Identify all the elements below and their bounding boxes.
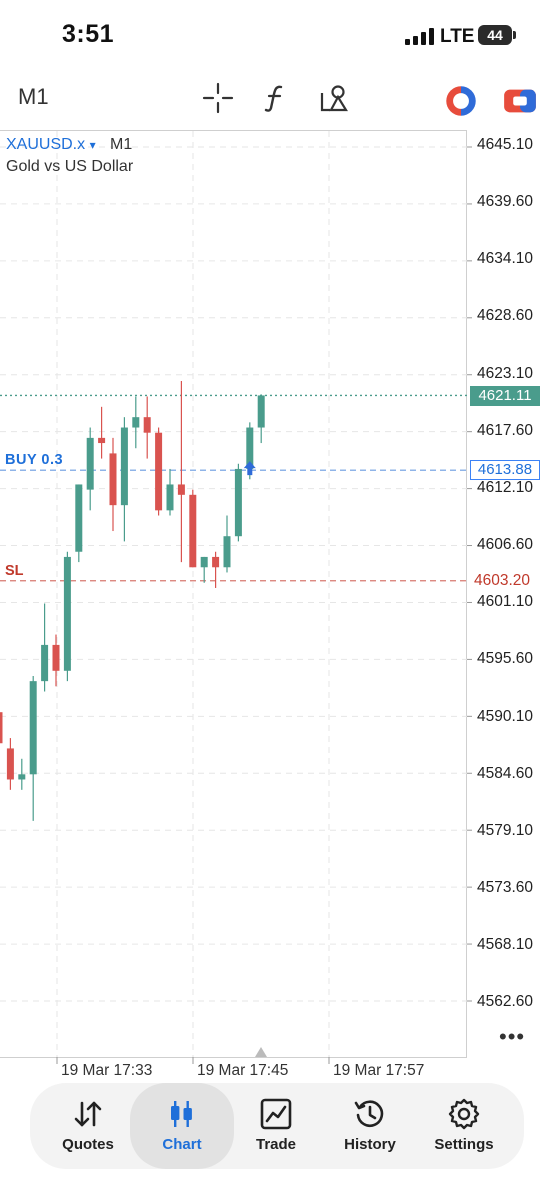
signal-icon [405, 28, 434, 45]
symbol-name[interactable]: XAUUSD.x [6, 136, 86, 153]
chart-mode-icon[interactable] [503, 84, 537, 118]
price-axis-label: 4584.60 [477, 764, 534, 782]
candle-body [189, 494, 197, 568]
candle-body [86, 437, 94, 490]
candle-body [52, 644, 60, 671]
candle-body [223, 536, 231, 568]
timeframe-button[interactable]: M1 [18, 84, 49, 109]
candle-body [132, 417, 140, 428]
nav-history[interactable]: History [322, 1083, 418, 1169]
candle-body [234, 468, 242, 537]
nav-chart-label: Chart [162, 1136, 202, 1153]
price-axis-label: 4617.60 [477, 421, 534, 439]
candle-body [120, 427, 128, 506]
battery-cap [513, 31, 516, 39]
network-type: LTE [440, 26, 475, 47]
candle-body [155, 432, 163, 511]
more-options-button[interactable]: ••• [499, 1024, 526, 1049]
one-click-trading-icon[interactable] [444, 84, 478, 118]
nav-settings-label: Settings [434, 1136, 494, 1153]
nav-quotes-label: Quotes [62, 1136, 114, 1153]
price-axis-label: 4612.10 [477, 478, 534, 496]
axis-ticks [56, 146, 472, 1064]
candle-body [143, 417, 151, 433]
crosshair-icon[interactable] [201, 81, 235, 115]
time-axis-label: 19 Mar 17:33 [61, 1062, 153, 1079]
candle-body [6, 748, 14, 780]
candle-body [257, 395, 265, 428]
time-axis-label: 19 Mar 17:57 [333, 1062, 425, 1079]
price-axis-label: 4645.10 [477, 136, 534, 153]
candle-body [29, 681, 37, 775]
bottom-navigation: Quotes Chart Trade History [30, 1083, 524, 1169]
price-axis-label: 4628.60 [477, 307, 534, 325]
scroll-marker-icon [255, 1047, 267, 1057]
price-axis-label: 4639.60 [477, 193, 534, 211]
price-axis-label: 4562.60 [477, 993, 534, 1011]
candle-body [200, 556, 208, 568]
candle-body [41, 644, 49, 682]
battery-icon: 44 [478, 25, 512, 45]
current-price-badge: 4621.11 [470, 386, 540, 406]
candle-body [246, 427, 254, 469]
nav-quotes[interactable]: Quotes [40, 1083, 136, 1169]
chart-icon [171, 1101, 192, 1127]
candles [0, 380, 265, 821]
chart-timeframe: M1 [110, 136, 133, 153]
price-axis-label: 4623.10 [477, 364, 534, 382]
price-axis-label: 4634.10 [477, 250, 534, 268]
symbol-selector[interactable]: XAUUSD.x ▾ [6, 136, 96, 154]
price-axis-label: 4568.10 [477, 936, 534, 954]
buy-price-badge[interactable]: 4613.88 [470, 460, 540, 480]
price-axis-label: 4590.10 [477, 707, 534, 725]
price-axis-label: 4606.60 [477, 536, 534, 554]
candle-body [63, 556, 71, 671]
price-axis-label: 4573.60 [477, 878, 534, 896]
nav-trade[interactable]: Trade [228, 1083, 324, 1169]
settings-icon [448, 1098, 480, 1130]
buy-order-label[interactable]: BUY 0.3 [5, 452, 64, 468]
nav-settings[interactable]: Settings [416, 1083, 512, 1169]
symbol-dropdown-icon[interactable]: ▾ [89, 138, 96, 152]
chart-grid [0, 131, 467, 1057]
quotes-icon [74, 1101, 102, 1127]
candle-body [98, 437, 106, 444]
nav-trade-label: Trade [255, 1136, 297, 1153]
indicator-f-icon[interactable] [259, 81, 293, 115]
symbol-description: Gold vs US Dollar [6, 158, 134, 175]
stop-loss-label[interactable]: SL [5, 563, 24, 579]
candle-body [18, 774, 26, 780]
objects-icon[interactable] [318, 81, 352, 115]
chart-area[interactable] [0, 130, 467, 1058]
price-axis-label: 4601.10 [477, 593, 534, 611]
time-axis-label: 19 Mar 17:45 [197, 1062, 289, 1079]
price-axis-label: 4579.10 [477, 821, 534, 839]
candle-body [177, 484, 185, 495]
nav-history-label: History [344, 1136, 396, 1153]
candle-body [75, 484, 83, 552]
candle-body [166, 484, 174, 511]
candle-body [0, 712, 3, 744]
sl-price-label[interactable]: 4603.20 [474, 572, 531, 589]
buy-arrow-icon [243, 461, 256, 476]
trade-icon [260, 1098, 292, 1130]
price-axis-label: 4595.60 [477, 650, 534, 668]
history-icon [354, 1100, 384, 1128]
nav-chart[interactable]: Chart [130, 1083, 234, 1169]
status-time: 3:51 [62, 20, 115, 48]
candle-body [212, 556, 220, 568]
candle-body [109, 453, 117, 506]
